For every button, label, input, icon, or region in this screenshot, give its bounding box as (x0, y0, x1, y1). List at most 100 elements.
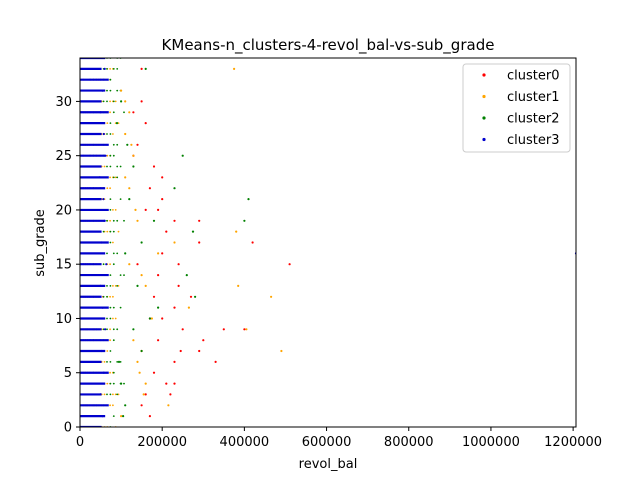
cluster1-point (142, 393, 145, 396)
dense-point (109, 404, 111, 407)
dense-point (109, 154, 112, 157)
dense-point (106, 219, 108, 222)
dense-point (112, 209, 114, 211)
dense-point (112, 230, 115, 233)
cluster0-point (132, 111, 135, 114)
dense-point (114, 100, 117, 103)
cluster1-point (136, 219, 139, 222)
dense-point (112, 219, 115, 222)
dense-point (119, 274, 122, 276)
cluster0-point (177, 263, 180, 266)
dense-point (119, 361, 122, 363)
dense-point (116, 165, 119, 168)
y-axis-title: sub_grade (33, 209, 48, 277)
cluster1-point (120, 415, 123, 418)
legend: cluster0 cluster1 cluster2 cluster3 (462, 63, 571, 153)
cluster0-point (179, 349, 182, 353)
cluster0-point (189, 295, 193, 298)
dense-point (112, 111, 115, 114)
dense-point (112, 393, 114, 396)
cluster1-point (245, 328, 248, 331)
cluster1-point (150, 317, 153, 320)
dense-point (114, 285, 117, 287)
dense-point (102, 295, 105, 298)
dense-point (112, 100, 115, 103)
cluster3-point (102, 198, 105, 201)
cluster0-point (251, 241, 254, 244)
dense-point (116, 328, 119, 331)
dense-point (109, 274, 112, 276)
y-tick-label: 30 (55, 95, 72, 110)
dense-point (106, 328, 108, 331)
cluster3-point (99, 284, 102, 287)
cluster2-point (132, 165, 135, 168)
dense-point (109, 241, 112, 244)
cluster3-point (101, 306, 104, 309)
cluster2-point (185, 274, 188, 277)
dense-point (106, 133, 108, 135)
dense-point (112, 295, 114, 298)
cluster3-point (101, 415, 104, 418)
y-axis: 0 5 10 15 20 25 30 (55, 95, 80, 436)
cluster0-point (140, 404, 143, 407)
cluster3-point (104, 154, 107, 157)
dense-point (112, 285, 114, 287)
cluster2-point (144, 67, 147, 70)
cluster2-point (157, 306, 160, 309)
cluster3-point (102, 132, 105, 136)
cluster3-point (100, 349, 103, 353)
dense-point (109, 78, 112, 81)
dense-point (112, 415, 115, 417)
dense-point (109, 306, 112, 309)
dense-point (102, 230, 105, 233)
cluster1-point (144, 284, 147, 287)
dense-point (109, 328, 111, 331)
dense-point (114, 209, 117, 211)
cluster0-point (202, 339, 205, 342)
y-tick-label: 20 (55, 203, 72, 218)
dense-point (112, 68, 115, 70)
cluster1-point (144, 382, 147, 385)
cluster1-point (120, 89, 123, 92)
cluster2-point (124, 252, 127, 255)
dense-point (109, 111, 111, 114)
cluster2-point (181, 154, 184, 157)
cluster3-point (98, 176, 101, 179)
dense-point (112, 306, 115, 309)
dense-point (116, 89, 119, 92)
dense-point (114, 176, 117, 179)
cluster1-point (124, 132, 127, 136)
dense-point (109, 382, 112, 385)
dense-point (117, 122, 120, 124)
dense-point (112, 371, 115, 374)
cluster0-point (222, 328, 225, 331)
cluster2-point (120, 100, 123, 103)
dense-point (109, 371, 111, 374)
dense-point (106, 165, 108, 168)
dense-point (106, 89, 108, 92)
cluster3-point (100, 241, 103, 244)
dense-point-bands (80, 58, 125, 427)
cluster1-point (187, 306, 190, 309)
cluster0-point (144, 393, 147, 396)
dense-point (112, 241, 114, 244)
plot-frame (79, 57, 577, 428)
y-tick-label: 0 (64, 421, 72, 436)
dense-point (109, 263, 111, 266)
cluster1-point (173, 241, 176, 244)
dense-point (106, 393, 108, 396)
cluster0-point (144, 208, 147, 211)
dense-point (112, 133, 114, 135)
cluster1-point (157, 252, 160, 255)
cluster3-point (101, 89, 104, 92)
dense-point (112, 252, 115, 255)
cluster1-point (134, 208, 137, 211)
cluster0-point (173, 219, 176, 222)
dense-point (112, 143, 115, 146)
cluster0-point (148, 415, 151, 418)
dense-point (109, 89, 112, 92)
cluster3-point (103, 67, 106, 70)
cluster2-point (122, 415, 125, 418)
cluster2-point (115, 122, 119, 125)
dense-point (116, 176, 119, 179)
